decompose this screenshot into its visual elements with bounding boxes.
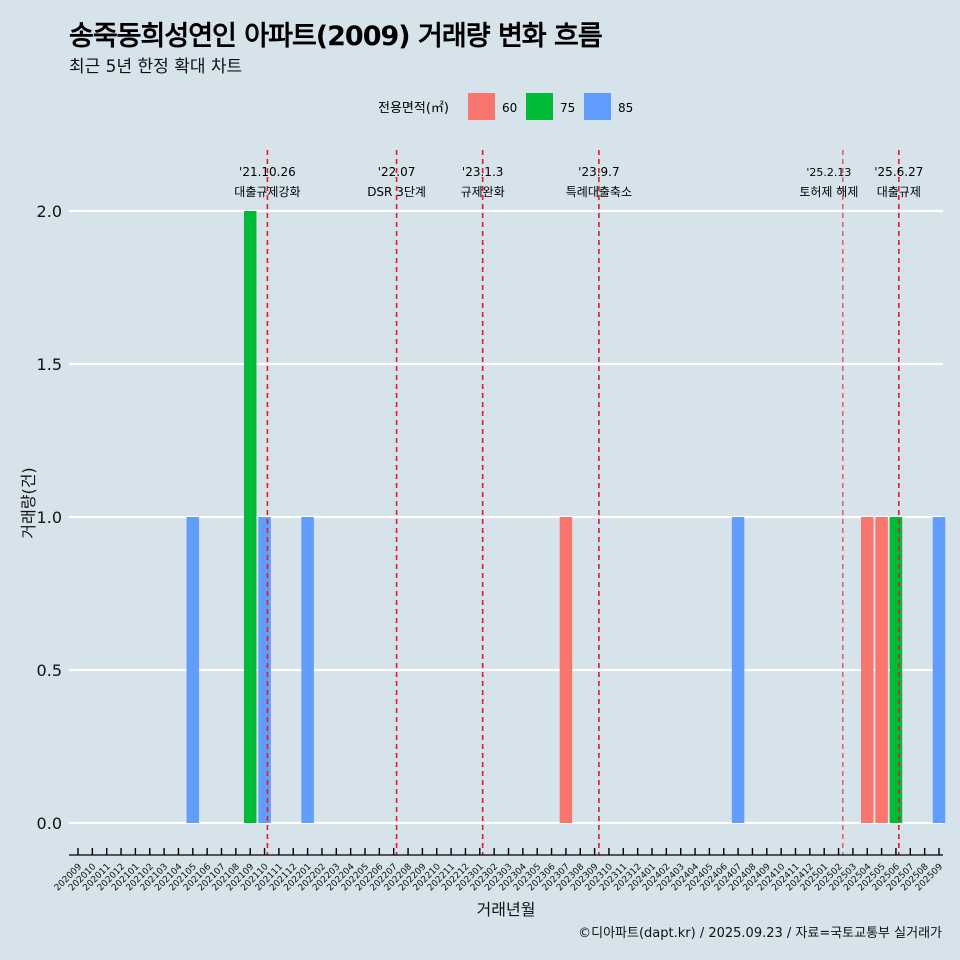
legend-label-60: 60 [502,101,517,115]
y-tick-label: 2.0 [37,202,62,221]
legend-swatch-75 [526,93,553,120]
caption: ©디아파트(dapt.kr) / 2025.09.23 / 자료=국토교통부 실… [578,926,942,941]
bar-85-202110 [258,517,271,823]
chart-subtitle: 최근 5년 한정 확대 차트 [69,57,243,77]
event-date: '22.07 [378,165,416,179]
grid [69,209,943,825]
axes: 0.00.51.01.52.02020092020102020112020122… [37,202,946,893]
event-date: '23.9.7 [578,165,619,179]
legend-label-85: 85 [618,101,633,115]
event-label: 대출규제강화 [234,185,300,199]
event-label: 토허제 해제 [799,185,858,199]
bar-85-202201 [301,517,314,823]
bar-85-202509 [932,517,946,823]
bar-75-202506 [889,517,903,823]
event-date: '25.2.13 [806,166,851,179]
bar-60-202307 [559,517,573,823]
y-tick-label: 0.0 [37,814,62,833]
event-label: 대출규제 [877,185,921,199]
event-annotations: '21.10.26 대출규제강화 '22.07 DSR 3단계 '23.1.3 규제완화 '… [234,165,923,199]
event-lines [266,150,900,855]
event-date: '23.1.3 [462,165,503,179]
y-axis-label: 거래량(건) [19,467,38,538]
bar-60-202505 [875,517,888,823]
legend-label-75: 75 [560,101,575,115]
bar-85-202105 [186,517,200,823]
y-tick-label: 1.5 [37,355,62,374]
y-tick-label: 1.0 [37,508,62,527]
event-date: '25.6.27 [874,165,923,179]
y-tick-label: 0.5 [37,661,62,680]
chart-title: 송죽동희성연인 아파트(2009) 거래량 변화 흐름 [69,21,603,52]
bar-85-202407 [731,517,745,823]
legend-swatch-60 [468,93,495,120]
bar-75-202109 [243,211,257,823]
event-label: 특례대출축소 [566,185,632,199]
legend-swatch-85 [584,93,611,120]
legend-title: 전용면적(㎡) [378,101,449,116]
event-date: '21.10.26 [239,165,296,179]
x-axis-label: 거래년월 [477,900,536,919]
bar-60-202504 [861,517,874,823]
legend: 전용면적(㎡) 60 75 85 [378,93,633,120]
event-label: 규제완화 [461,185,505,199]
event-label: DSR 3단계 [367,185,426,199]
